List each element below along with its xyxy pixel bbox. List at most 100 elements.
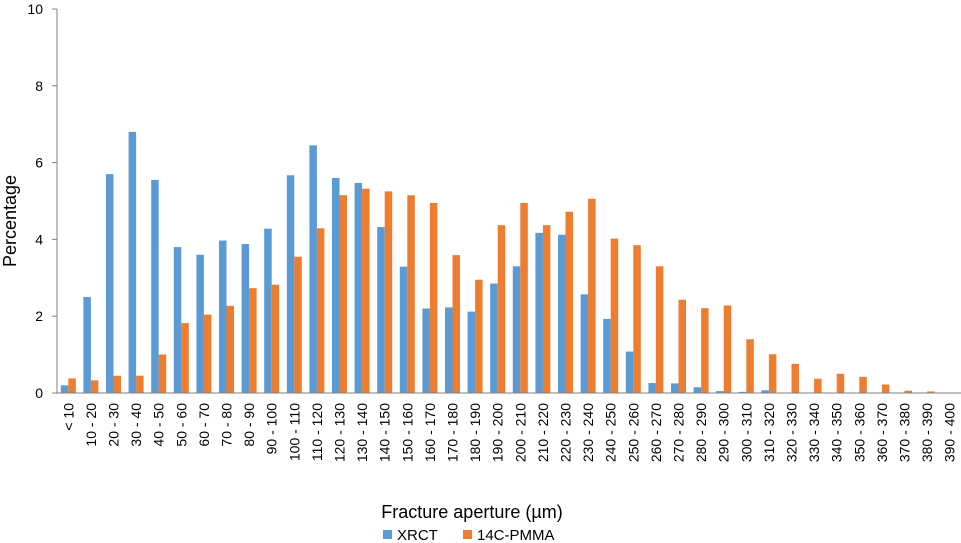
- x-tick-label: 30 - 40: [128, 403, 144, 447]
- x-tick-label: 50 - 60: [173, 403, 189, 447]
- x-tick-label: 120 - 130: [332, 403, 348, 462]
- bar-xrct: [219, 240, 227, 393]
- bar-14c-pmma: [90, 380, 99, 393]
- legend-label-14c-pmma: 14C-PMMA: [477, 527, 555, 543]
- y-tick-label: 4: [35, 231, 43, 247]
- x-tick-label: < 10: [60, 403, 76, 431]
- bar-14c-pmma: [136, 375, 144, 393]
- x-tick-label: 90 - 100: [264, 403, 280, 455]
- bar-xrct: [377, 227, 385, 393]
- x-tick-label: 20 - 30: [106, 403, 122, 447]
- bar-14c-pmma: [723, 305, 732, 393]
- bar-14c-pmma: [294, 256, 302, 393]
- x-tick-label: 250 - 260: [625, 403, 641, 462]
- bar-14c-pmma: [475, 279, 483, 393]
- bar-xrct: [603, 318, 611, 393]
- bar-xrct: [761, 390, 769, 393]
- bar-14c-pmma: [565, 211, 573, 393]
- bar-14c-pmma: [768, 354, 777, 393]
- bar-xrct: [83, 297, 91, 393]
- x-tick-label: 110 - 120: [309, 403, 325, 461]
- bar-xrct: [151, 179, 159, 393]
- y-axis-ticks: 0 2 4 6 8 10: [27, 1, 57, 401]
- bar-14c-pmma: [746, 339, 754, 393]
- bar-xrct: [241, 244, 250, 393]
- bar-xrct: [332, 177, 340, 393]
- x-tick-label: 230 - 240: [580, 403, 596, 462]
- x-tick-label: 10 - 20: [83, 403, 99, 447]
- bar-14c-pmma: [859, 376, 867, 393]
- bar-xrct: [467, 311, 476, 393]
- bar-xrct: [671, 383, 679, 393]
- bar-xrct: [354, 182, 363, 393]
- bar-14c-pmma: [814, 378, 822, 393]
- x-tick-label: 220 - 230: [558, 403, 574, 462]
- bar-14c-pmma: [181, 323, 189, 393]
- bar-14c-pmma: [339, 195, 347, 393]
- bar-xrct: [60, 385, 69, 393]
- y-tick-label: 0: [35, 385, 43, 401]
- bar-14c-pmma: [226, 305, 234, 393]
- x-tick-label: 130 - 140: [354, 403, 370, 462]
- x-tick-label: 270 - 280: [671, 403, 687, 462]
- bar-14c-pmma: [362, 188, 370, 393]
- bar-14c-pmma: [655, 266, 664, 393]
- bar-xrct: [286, 175, 295, 393]
- bar-14c-pmma: [791, 363, 799, 393]
- bar-xrct: [309, 145, 317, 393]
- x-tick-label: 320 - 330: [784, 403, 800, 462]
- bar-xrct: [580, 294, 589, 393]
- bar-14c-pmma: [836, 373, 845, 393]
- bar-14c-pmma: [588, 198, 596, 393]
- bar-xrct: [625, 351, 634, 393]
- bar-xrct: [490, 283, 498, 393]
- x-tick-label: 370 - 380: [897, 403, 913, 462]
- x-tick-label: 280 - 290: [693, 403, 709, 462]
- y-tick-label: 2: [35, 308, 43, 324]
- x-tick-label: 80 - 90: [241, 403, 257, 447]
- bar-xrct: [445, 307, 453, 393]
- x-tick-label: 160 - 170: [422, 403, 438, 462]
- bar-14c-pmma: [429, 202, 438, 393]
- bar-xrct: [716, 391, 724, 393]
- bar-14c-pmma: [678, 299, 686, 393]
- bar-xrct: [738, 391, 747, 393]
- x-tick-label: 40 - 50: [151, 403, 167, 447]
- x-tick-label: 330 - 340: [806, 403, 822, 462]
- bar-xrct: [535, 232, 543, 393]
- bar-14c-pmma: [113, 375, 121, 393]
- legend-label-xrct: XRCT: [397, 527, 438, 543]
- x-tick-label: 170 - 180: [445, 403, 461, 462]
- legend-swatch-xrct: [383, 530, 392, 539]
- x-tick-label: 190 - 200: [490, 403, 506, 462]
- y-tick-label: 8: [35, 78, 43, 94]
- bar-xrct: [264, 228, 272, 393]
- bar-xrct: [173, 247, 182, 393]
- bar-14c-pmma: [927, 391, 935, 393]
- x-tick-label: 140 - 150: [377, 403, 393, 462]
- bar-14c-pmma: [542, 225, 551, 393]
- bar-xrct: [693, 387, 702, 393]
- bar-xrct: [106, 174, 114, 393]
- bar-14c-pmma: [633, 245, 641, 393]
- x-axis-title: Fracture aperture (µm): [381, 502, 562, 522]
- x-tick-label: 360 - 370: [874, 403, 890, 462]
- x-tick-label: 100 - 110: [286, 403, 302, 461]
- x-tick-label: 60 - 70: [196, 403, 212, 447]
- bar-xrct: [648, 383, 656, 393]
- x-tick-label: 180 - 190: [467, 403, 483, 462]
- x-tick-label: 350 - 360: [851, 403, 867, 462]
- bar-14c-pmma: [316, 228, 325, 393]
- bar-14c-pmma: [904, 390, 912, 393]
- bar-14c-pmma: [701, 308, 709, 393]
- bar-14c-pmma: [407, 195, 415, 393]
- x-tick-label: 380 - 390: [919, 403, 935, 462]
- bar-14c-pmma: [452, 255, 460, 393]
- bar-14c-pmma: [610, 238, 619, 393]
- bar-14c-pmma: [203, 314, 212, 393]
- bar-14c-pmma: [881, 384, 890, 393]
- x-axis-ticks: < 10 10 - 20 20 - 30 30 - 40 40 - 50 50 - 60 6…: [60, 403, 957, 462]
- bar-14c-pmma: [68, 378, 76, 393]
- y-tick-label: 6: [35, 155, 43, 171]
